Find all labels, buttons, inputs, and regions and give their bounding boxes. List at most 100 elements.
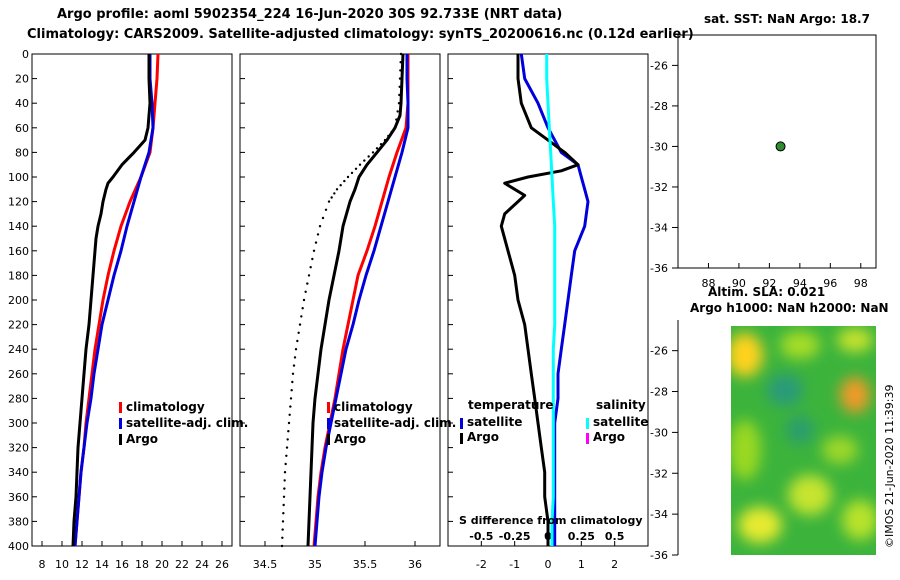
dotted-profile-point bbox=[288, 413, 291, 416]
dotted-profile-point bbox=[346, 175, 350, 179]
dotted-profile-point bbox=[354, 167, 358, 170]
dotted-profile-point bbox=[333, 192, 336, 195]
sla-heatmap bbox=[731, 326, 876, 555]
dotted-profile-point bbox=[296, 339, 299, 343]
dotted-profile-point bbox=[287, 430, 290, 433]
dotted-profile-point bbox=[343, 179, 346, 183]
sst-text: sat. SST: NaN Argo: 18.7 bbox=[704, 12, 870, 26]
salinity-panel-frame bbox=[239, 53, 441, 547]
legend-label-satellite: satellite-adj. clim. bbox=[126, 416, 248, 430]
dotted-profile-point bbox=[318, 225, 322, 228]
y-tick-label: 60 bbox=[15, 122, 29, 135]
x-tick-label: 26 bbox=[215, 558, 229, 571]
salinity-chart: 34.5 35 35.5 36 bbox=[240, 52, 422, 571]
y-tick-label: 0 bbox=[22, 48, 29, 61]
x-tick-label: 16 bbox=[115, 558, 129, 571]
series-line bbox=[73, 54, 155, 547]
dotted-profile-point bbox=[283, 471, 287, 474]
sla-blob bbox=[837, 328, 873, 352]
dotted-profile-point bbox=[335, 188, 339, 191]
dotted-profile-point bbox=[375, 147, 379, 150]
legend-swatch-argo bbox=[327, 434, 330, 445]
credit-text: ©IMOS 21-Jun-2020 11:39:39 bbox=[883, 384, 896, 548]
legend-swatch-sal-satellite bbox=[586, 418, 589, 429]
dotted-profile-point bbox=[301, 307, 304, 310]
x-tick-label: -1 bbox=[509, 558, 520, 571]
dotted-profile-point bbox=[397, 102, 401, 105]
dotted-profile-point bbox=[285, 454, 288, 457]
dotted-profile-point bbox=[281, 536, 284, 539]
legend-swatch-temp-satellite bbox=[460, 418, 463, 429]
legend-label-temp-satellite: satellite bbox=[467, 415, 522, 429]
x-tick-label: 94 bbox=[793, 277, 807, 290]
y-tick-label: 300 bbox=[8, 417, 29, 430]
dotted-profile-point bbox=[290, 389, 293, 392]
x-tick-label: 0 bbox=[545, 558, 552, 571]
y-tick-label: 360 bbox=[8, 491, 29, 504]
x-tick-label: 2 bbox=[611, 558, 618, 571]
legend-label-sal-argo: Argo bbox=[593, 430, 625, 444]
dotted-profile-point bbox=[289, 405, 292, 408]
y-tick-label: -28 bbox=[650, 100, 668, 113]
x-tick-label: 90 bbox=[732, 277, 746, 290]
y-tick-label: 80 bbox=[15, 146, 29, 159]
dotted-profile-point bbox=[285, 446, 289, 449]
sla-blob bbox=[738, 507, 782, 543]
sla-blob bbox=[788, 475, 832, 515]
difference-legend: temperature salinity satellite Argo sate… bbox=[460, 398, 648, 444]
salinity-tick-label: -0.25 bbox=[499, 530, 531, 543]
x-tick-label: 34.5 bbox=[253, 558, 278, 571]
x-tick-label: 8 bbox=[39, 558, 46, 571]
dotted-profile-point bbox=[284, 462, 287, 466]
dotted-profile-point bbox=[294, 348, 298, 351]
location-map-frame bbox=[677, 34, 877, 269]
dotted-profile-point bbox=[316, 233, 320, 236]
temperature-panel-frame bbox=[31, 53, 233, 547]
dotted-profile-point bbox=[371, 151, 375, 154]
x-tick-label: 20 bbox=[155, 558, 169, 571]
dotted-profile-point bbox=[307, 274, 311, 277]
legend-swatch-argo bbox=[119, 434, 122, 445]
dotted-profile-point bbox=[314, 241, 318, 244]
salinity-tick-label: 0.5 bbox=[605, 530, 625, 543]
y-tick-label: -30 bbox=[650, 426, 668, 439]
dotted-profile-point bbox=[324, 208, 328, 211]
legend-label-argo: Argo bbox=[126, 432, 158, 446]
legend-label-temp-argo: Argo bbox=[467, 430, 499, 444]
sla-blob bbox=[731, 333, 763, 377]
y-tick-label: -36 bbox=[650, 549, 668, 562]
series-line bbox=[71, 54, 152, 547]
sla-blob bbox=[767, 374, 803, 406]
legend-label-argo: Argo bbox=[334, 432, 366, 446]
dotted-profile-point bbox=[287, 421, 291, 425]
dotted-profile-point bbox=[282, 495, 286, 498]
legend-swatch-sal-argo bbox=[586, 433, 589, 444]
y-tick-label: -34 bbox=[650, 221, 668, 234]
dotted-profile-point bbox=[399, 61, 402, 64]
sla-blob bbox=[842, 500, 876, 540]
x-tick-label: 12 bbox=[75, 558, 89, 571]
legend-swatch-satellite bbox=[119, 418, 122, 429]
dotted-profile-point bbox=[399, 69, 402, 72]
salinity-tick-label: -0.5 bbox=[469, 530, 493, 543]
x-tick-label: 35.5 bbox=[353, 558, 378, 571]
dotted-profile-point bbox=[327, 200, 331, 203]
y-tick-label: 100 bbox=[8, 171, 29, 184]
dotted-profile-point bbox=[304, 290, 307, 293]
dotted-profile-point bbox=[339, 184, 342, 187]
x-tick-label: 35 bbox=[308, 558, 322, 571]
sla-blob bbox=[840, 377, 870, 413]
dotted-profile-point bbox=[398, 93, 401, 97]
dotted-profile-point bbox=[398, 85, 401, 89]
legend-swatch-temp-argo bbox=[460, 433, 463, 444]
legend-label-climatology: climatology bbox=[126, 400, 205, 414]
dotted-profile-point bbox=[390, 130, 393, 134]
x-tick-label: 1 bbox=[578, 558, 585, 571]
sla-text: Altim. SLA: 0.021 bbox=[708, 285, 826, 299]
y-tick-label: -26 bbox=[650, 345, 668, 358]
dotted-profile-point bbox=[321, 216, 325, 220]
legend-swatch-climatology bbox=[327, 402, 330, 413]
legend-header-temperature: temperature bbox=[468, 398, 553, 412]
x-tick-label: 36 bbox=[408, 558, 422, 571]
